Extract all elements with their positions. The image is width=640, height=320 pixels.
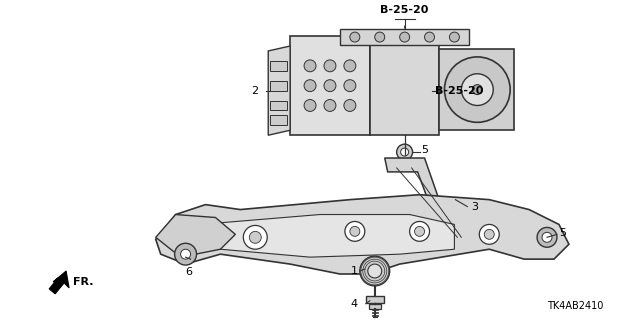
Circle shape	[449, 32, 460, 42]
Polygon shape	[49, 271, 69, 294]
Circle shape	[250, 231, 261, 243]
Text: 1: 1	[351, 266, 358, 276]
Circle shape	[399, 32, 410, 42]
Text: 4: 4	[351, 299, 358, 309]
Circle shape	[479, 224, 499, 244]
FancyBboxPatch shape	[290, 36, 370, 135]
Circle shape	[397, 144, 413, 160]
Circle shape	[324, 80, 336, 92]
Circle shape	[180, 249, 191, 259]
FancyBboxPatch shape	[369, 304, 381, 309]
FancyBboxPatch shape	[270, 61, 287, 71]
Circle shape	[410, 221, 429, 241]
Polygon shape	[268, 46, 290, 135]
Text: 2: 2	[251, 86, 259, 96]
Circle shape	[401, 148, 408, 156]
Circle shape	[461, 74, 493, 106]
Polygon shape	[156, 195, 569, 274]
Circle shape	[304, 100, 316, 111]
Circle shape	[542, 232, 552, 242]
FancyBboxPatch shape	[270, 81, 287, 91]
Circle shape	[472, 85, 483, 95]
Circle shape	[304, 60, 316, 72]
FancyBboxPatch shape	[440, 49, 514, 130]
Circle shape	[350, 32, 360, 42]
Circle shape	[424, 32, 435, 42]
Circle shape	[368, 264, 381, 278]
Text: FR.: FR.	[73, 277, 93, 287]
Circle shape	[444, 57, 510, 122]
FancyBboxPatch shape	[270, 100, 287, 110]
Circle shape	[243, 225, 268, 249]
Circle shape	[350, 227, 360, 236]
Circle shape	[324, 60, 336, 72]
Circle shape	[175, 243, 196, 265]
Text: 5: 5	[559, 228, 566, 238]
Text: TK4AB2410: TK4AB2410	[547, 301, 604, 311]
Text: B-25-20: B-25-20	[380, 5, 429, 15]
Circle shape	[324, 100, 336, 111]
Circle shape	[344, 100, 356, 111]
Circle shape	[375, 32, 385, 42]
Text: B-25-20: B-25-20	[435, 86, 483, 96]
Polygon shape	[156, 214, 236, 257]
Circle shape	[360, 256, 390, 286]
FancyBboxPatch shape	[366, 296, 384, 303]
FancyBboxPatch shape	[340, 29, 469, 45]
Circle shape	[345, 221, 365, 241]
Circle shape	[537, 228, 557, 247]
FancyBboxPatch shape	[370, 41, 440, 135]
Polygon shape	[196, 214, 454, 257]
FancyBboxPatch shape	[270, 116, 287, 125]
Text: 3: 3	[471, 202, 478, 212]
Circle shape	[304, 80, 316, 92]
Circle shape	[415, 227, 424, 236]
Circle shape	[344, 80, 356, 92]
Text: 5: 5	[422, 145, 429, 155]
Circle shape	[344, 60, 356, 72]
Text: 6: 6	[185, 267, 192, 277]
Polygon shape	[385, 158, 469, 244]
Circle shape	[484, 229, 494, 239]
